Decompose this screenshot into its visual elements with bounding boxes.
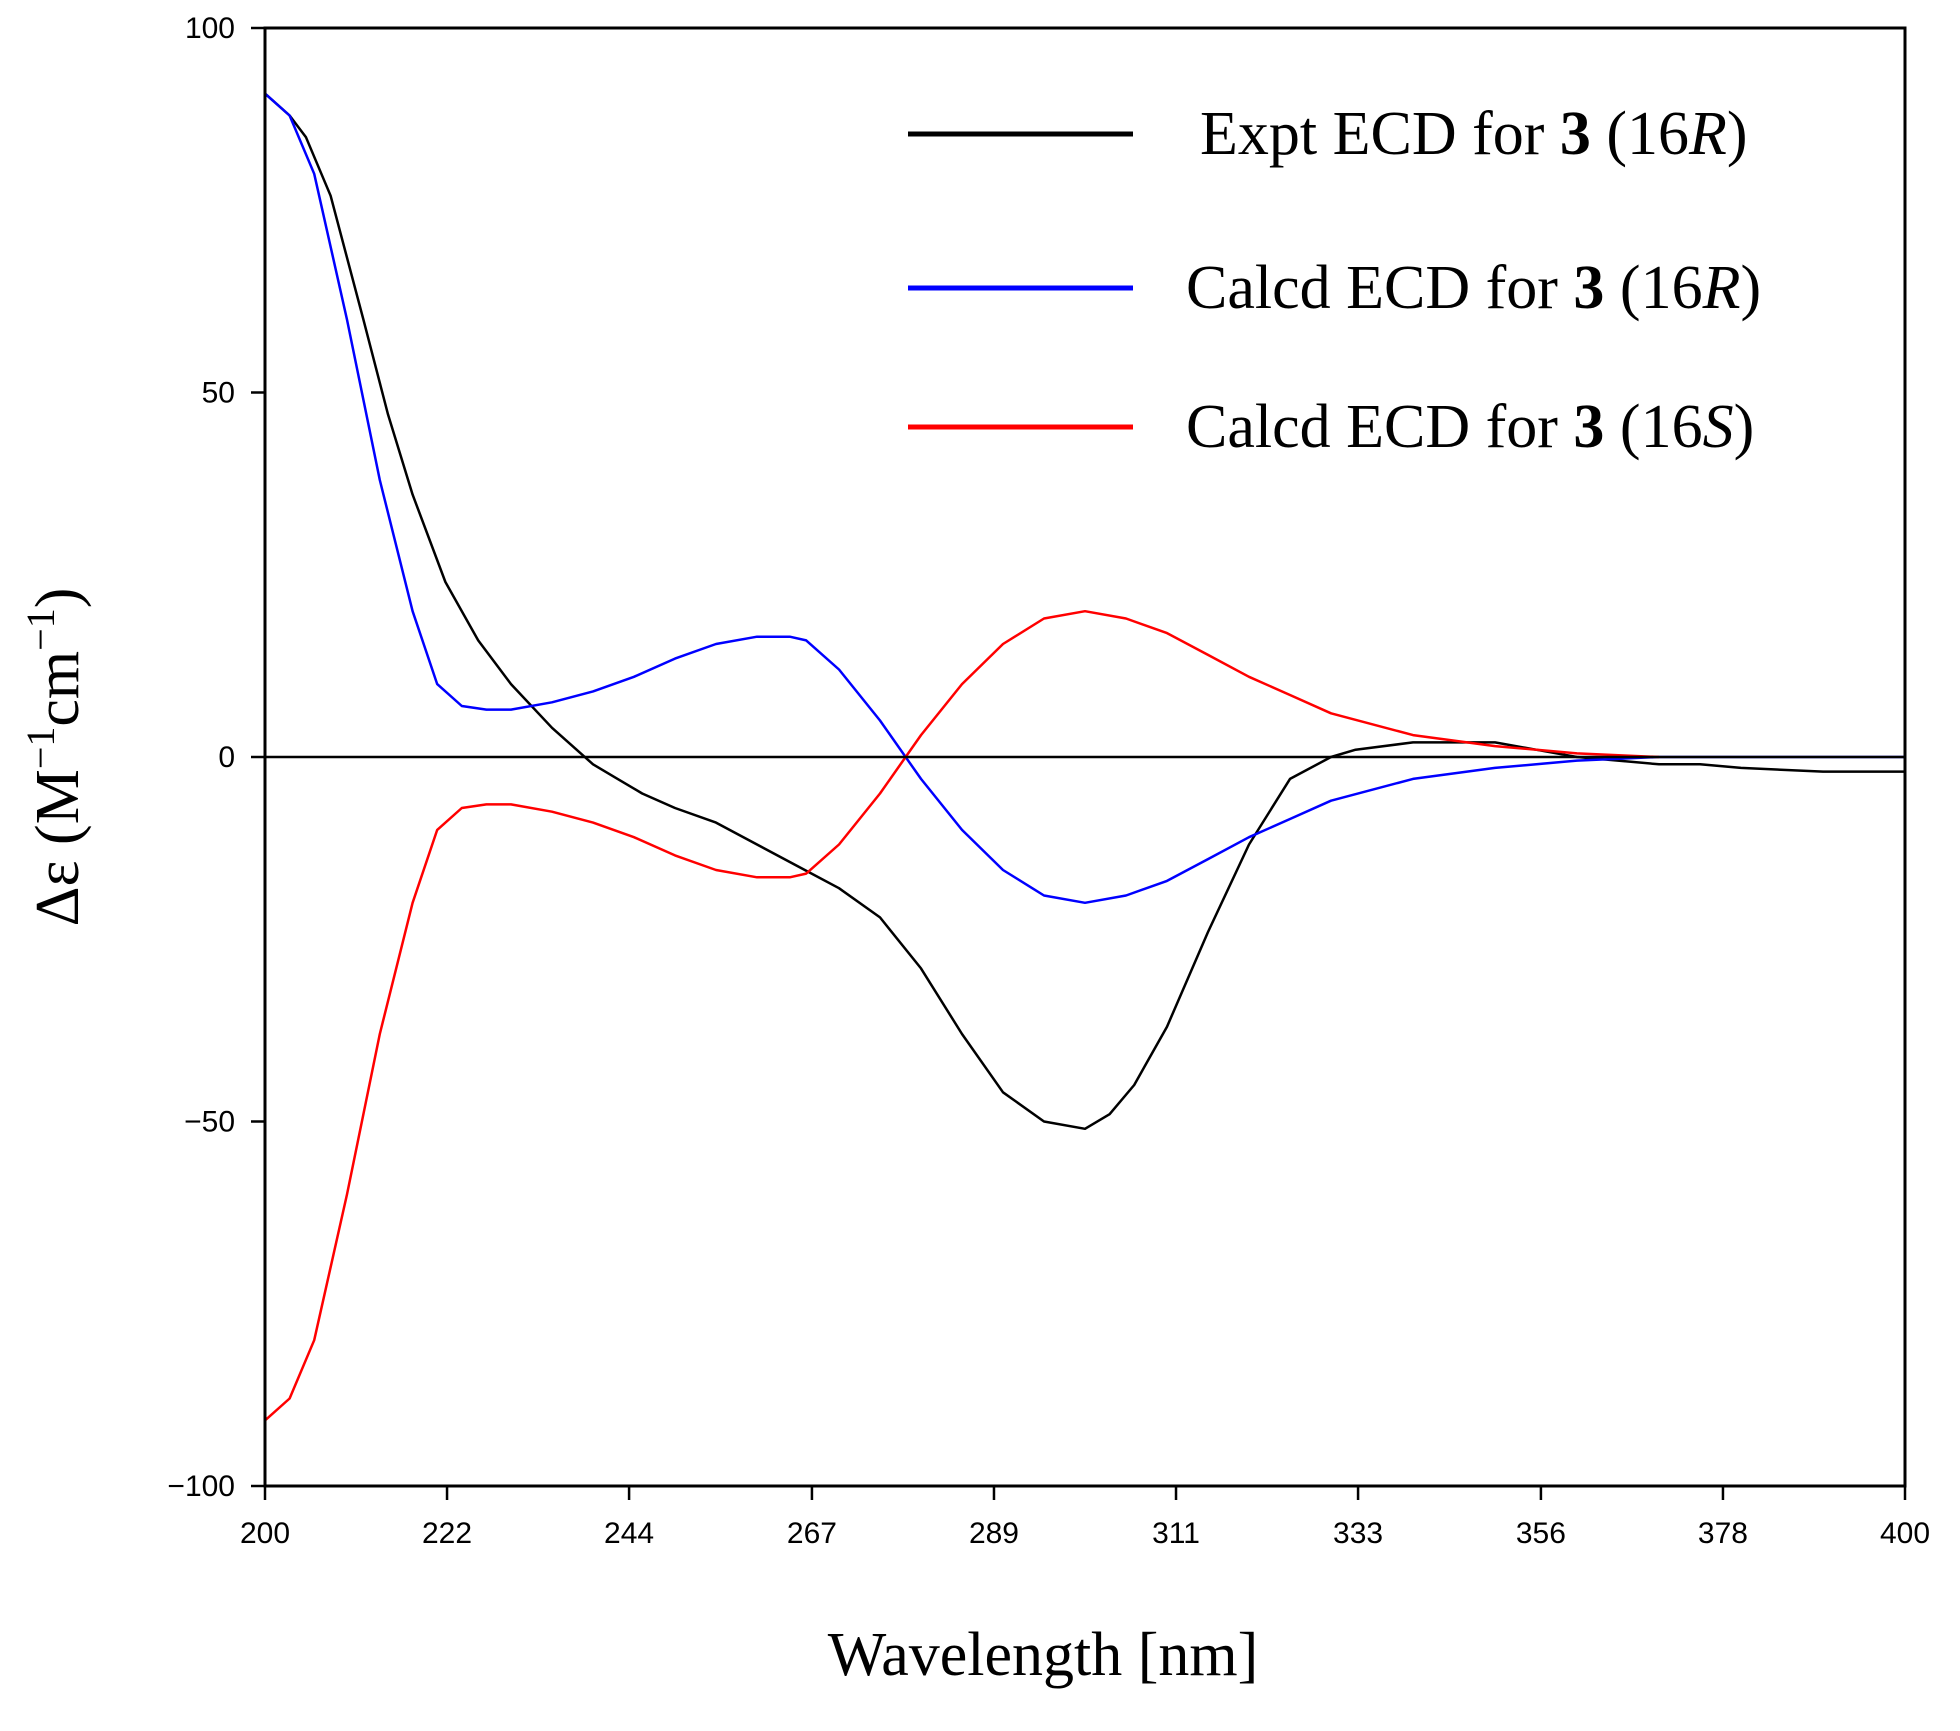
x-tick-label: 333 xyxy=(1333,1517,1383,1550)
y-tick-label: 50 xyxy=(202,377,235,410)
legend-label-0: Expt ECD for 3 (16R) xyxy=(1200,100,1748,168)
x-tick-label: 200 xyxy=(240,1517,290,1550)
y-axis-title-prefix: Δε (M xyxy=(24,769,92,926)
legend-label-part: ) xyxy=(1740,254,1761,322)
series-layer xyxy=(264,92,1905,1422)
legend-label-part: 3 xyxy=(1560,100,1591,168)
legend-label-part: Calcd ECD for xyxy=(1186,393,1573,461)
y-tick-label: 0 xyxy=(218,741,235,774)
x-tick-label: 222 xyxy=(422,1517,472,1550)
series-line-1 xyxy=(264,92,1905,905)
legend-label-part: ) xyxy=(1727,100,1748,168)
legend-label-part: 3 xyxy=(1573,254,1604,322)
y-axis-title: Δε (M−1cm−1) xyxy=(18,588,92,927)
x-tick-label: 267 xyxy=(787,1517,837,1550)
x-tick-label: 356 xyxy=(1516,1517,1566,1550)
x-tick-label: 289 xyxy=(969,1517,1019,1550)
x-tick-label: 400 xyxy=(1880,1517,1930,1550)
legend-label-part: S xyxy=(1703,393,1734,461)
y-axis-title-sup2: −1 xyxy=(18,608,63,651)
x-tick-label: 244 xyxy=(604,1517,654,1550)
legend-label-part: (16 xyxy=(1604,254,1702,322)
ticks-layer: 200 222 244 267 289 311 333 356 378 400−100−50050… xyxy=(167,12,1930,1550)
y-tick-label: −50 xyxy=(184,1106,235,1139)
y-axis-title-mid: cm xyxy=(24,651,92,727)
legend: Expt ECD for 3 (16R)Calcd ECD for 3 (16R… xyxy=(908,100,1761,461)
y-axis-title-sup1: −1 xyxy=(18,727,63,770)
legend-label-part: ) xyxy=(1734,393,1755,461)
legend-label-1: Calcd ECD for 3 (16R) xyxy=(1186,254,1761,322)
legend-label-part: 3 xyxy=(1573,393,1604,461)
legend-label-part: R xyxy=(1702,254,1741,322)
legend-label-part: R xyxy=(1688,100,1727,168)
series-line-2 xyxy=(264,609,1660,1422)
x-tick-label: 311 xyxy=(1152,1517,1200,1550)
x-axis-title: Wavelength [nm] xyxy=(828,1621,1259,1689)
x-tick-label: 378 xyxy=(1698,1517,1748,1550)
legend-label-part: Expt ECD for xyxy=(1200,100,1560,168)
legend-label-part: (16 xyxy=(1591,100,1689,168)
y-axis-title-suffix: ) xyxy=(24,588,92,609)
y-tick-label: −100 xyxy=(167,1470,235,1503)
legend-label-part: (16 xyxy=(1604,393,1702,461)
legend-label-part: Calcd ECD for xyxy=(1186,254,1573,322)
legend-label-2: Calcd ECD for 3 (16S) xyxy=(1186,393,1754,461)
y-tick-label: 100 xyxy=(185,12,235,45)
